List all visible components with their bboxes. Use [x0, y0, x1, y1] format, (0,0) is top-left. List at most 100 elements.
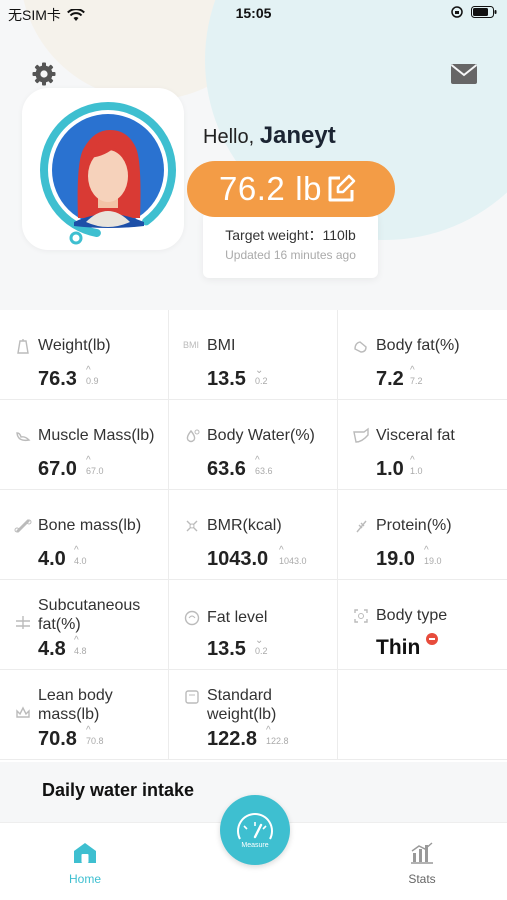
trend: ⌄ 0.2 — [255, 635, 268, 657]
home-icon — [74, 843, 96, 863]
tab-stats[interactable]: Stats — [392, 841, 452, 886]
protein-icon — [356, 520, 367, 533]
metric-label: Body type — [376, 607, 448, 624]
metric-lean-body-mass[interactable]: Lean body mass(lb) 70.8 ^ 70.8 — [0, 670, 169, 760]
current-weight-unit: lb — [295, 170, 322, 207]
metric-muscle-mass[interactable]: Muscle Mass(lb) 67.0 ^ 67.0 — [0, 400, 169, 490]
body-type-icon — [354, 609, 368, 623]
metric-body-fat[interactable]: Body fat(%) 7.2 ^ 7.2 — [338, 310, 507, 400]
metric-label: Subcutaneous fat(%) — [38, 597, 141, 633]
carrier-label: 无SIM卡 — [8, 7, 61, 23]
trend: ^ 7.2 — [410, 365, 423, 387]
metric-bmi[interactable]: BMI BMI 13.5 ⌄ 0.2 — [169, 310, 338, 400]
metric-body-type[interactable]: Body type Thin — [338, 580, 507, 670]
status-time: 15:05 — [235, 5, 272, 21]
measure-button[interactable]: Measure — [220, 795, 290, 865]
metric-value: 1043.0 — [207, 548, 269, 570]
metric-bone-mass[interactable]: Bone mass(lb) 4.0 ^ 4.0 — [0, 490, 169, 580]
trend-delta: 4.0 — [74, 556, 87, 566]
trend-up-icon: ^ — [86, 365, 91, 376]
stats-bar-chart-icon — [411, 842, 433, 864]
status-bar: 无SIM卡 15:05 — [0, 0, 507, 28]
current-weight-button[interactable]: 76.2 lb — [187, 161, 395, 217]
mail-icon[interactable] — [450, 63, 478, 85]
trend-down-icon: ⌄ — [255, 365, 264, 376]
settings-gear-icon[interactable] — [30, 60, 58, 88]
measure-label: Measure — [241, 842, 269, 849]
muscle-icon — [16, 432, 31, 442]
current-weight-value: 76.2 — [219, 170, 286, 207]
metric-label: BMR(kcal) — [207, 517, 282, 534]
body-type-value: Thin — [376, 636, 421, 659]
bmr-icon — [186, 520, 198, 532]
metric-protein[interactable]: Protein(%) 19.0 ^ 19.0 — [338, 490, 507, 580]
fat-level-icon — [184, 610, 200, 626]
tab-home[interactable]: Home — [55, 841, 115, 886]
trend: ^ 67.0 — [86, 455, 104, 477]
metric-label: Weight(lb) — [38, 337, 111, 354]
trend: ^ 63.6 — [255, 456, 273, 477]
trend-delta: 19.0 — [424, 556, 442, 566]
bmi-icon: BMI — [183, 340, 200, 350]
metric-value: 13.5 — [207, 638, 246, 660]
trend: ^ 0.9 — [86, 365, 99, 387]
water-intake-title: Daily water intake — [42, 780, 195, 800]
trend: ^ 1043.0 — [279, 545, 307, 567]
metric-label: Body fat(%) — [376, 337, 460, 354]
trend-up-icon: ^ — [266, 725, 271, 736]
metric-value: 1.0 — [376, 458, 404, 480]
body-fat-icon — [354, 341, 367, 353]
metric-label: Standard weight(lb) — [207, 687, 277, 723]
edit-icon[interactable] — [326, 174, 356, 204]
trend-up-icon: ^ — [424, 545, 429, 556]
trend-delta: 0.9 — [86, 376, 99, 386]
metric-value: 4.0 — [38, 548, 66, 570]
trend-up-icon: ^ — [410, 455, 415, 466]
tab-home-label: Home — [68, 872, 101, 886]
metric-body-water[interactable]: Body Water(%) 63.6 ^ 63.6 — [169, 400, 338, 490]
trend-up-icon: ^ — [86, 455, 91, 466]
trend-delta: 70.8 — [86, 736, 104, 746]
metric-label: Bone mass(lb) — [38, 517, 142, 534]
metric-value: 19.0 — [376, 548, 415, 570]
metric-label: Body Water(%) — [207, 427, 315, 444]
status-right — [451, 6, 497, 18]
trend-down-icon: ⌄ — [255, 635, 264, 646]
metric-visceral-fat[interactable]: Visceral fat 1.0 ^ 1.0 — [338, 400, 507, 490]
metric-value: 122.8 — [207, 728, 258, 750]
metric-label: Protein(%) — [376, 517, 452, 534]
metric-value: 7.2 — [376, 368, 404, 390]
trend-up-icon: ^ — [74, 545, 79, 556]
warning-minus-icon — [426, 633, 438, 645]
weight-info-card: Target weight：110lb Updated 16 minutes a… — [203, 212, 378, 278]
trend-delta: 1043.0 — [279, 556, 307, 566]
metric-label: Fat level — [207, 609, 268, 626]
trend-delta: 67.0 — [86, 466, 104, 476]
metric-value: 76.3 — [38, 368, 77, 390]
metric-bmr[interactable]: BMR(kcal) 1043.0 ^ 1043.0 — [169, 490, 338, 580]
metric-subcutaneous-fat[interactable]: Subcutaneous fat(%) 4.8 ^ 4.8 — [0, 580, 169, 670]
visceral-fat-icon — [353, 427, 369, 443]
metric-fat-level[interactable]: Fat level 13.5 ⌄ 0.2 — [169, 580, 338, 670]
trend: ^ 4.0 — [74, 545, 87, 567]
trend-up-icon: ^ — [410, 365, 415, 376]
tab-stats-label: Stats — [408, 872, 436, 886]
trend-up-icon: ^ — [279, 545, 284, 556]
metric-weight[interactable]: Weight(lb) 76.3 ^ 0.9 — [0, 310, 169, 400]
trend: ^ 19.0 — [424, 545, 442, 567]
trend-delta: 4.8 — [74, 646, 87, 656]
trend: ^ 122.8 — [266, 725, 289, 747]
avatar-card[interactable] — [22, 88, 184, 250]
metric-standard-weight[interactable]: Standard weight(lb) 122.8 ^ 122.8 — [169, 670, 338, 760]
greeting: Hello, Janeyt — [203, 122, 336, 150]
metric-label: Muscle Mass(lb) — [38, 427, 155, 444]
trend: ^ 70.8 — [86, 726, 104, 747]
updated-time: Updated 16 minutes ago — [225, 248, 356, 262]
metric-value: 67.0 — [38, 458, 77, 480]
gauge-icon — [237, 813, 273, 840]
trend-delta: 1.0 — [410, 466, 423, 476]
trend-delta: 122.8 — [266, 736, 289, 746]
orientation-lock-icon — [451, 6, 463, 18]
trend-delta: 0.2 — [255, 646, 268, 656]
water-drop-icon — [186, 429, 200, 443]
